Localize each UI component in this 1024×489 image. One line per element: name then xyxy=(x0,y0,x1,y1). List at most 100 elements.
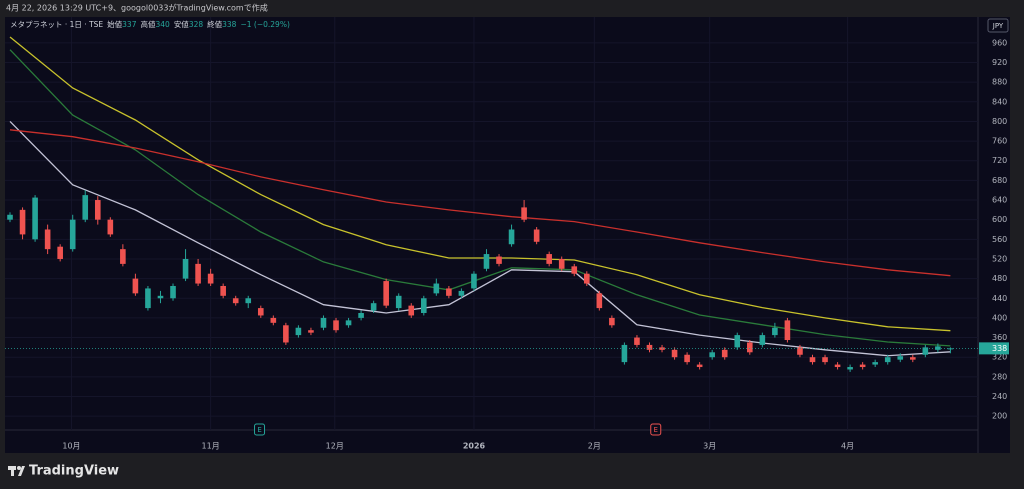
candle-body xyxy=(383,281,389,306)
candle-body xyxy=(32,197,38,240)
candle-body xyxy=(558,258,565,269)
y-tick-label: 840 xyxy=(992,97,1007,106)
candle-body xyxy=(521,207,527,220)
change: −1 (−0.29%) xyxy=(240,20,289,29)
candle-body xyxy=(872,362,878,365)
candle-body xyxy=(471,273,477,289)
plot xyxy=(5,17,978,430)
candle-body xyxy=(458,290,465,296)
candle-body xyxy=(546,254,552,264)
candle-body xyxy=(772,327,778,336)
candle-body xyxy=(145,288,151,309)
candle-body xyxy=(57,246,63,259)
x-tick-label: 2月 xyxy=(588,442,601,451)
candle-body xyxy=(182,258,189,279)
candle-body xyxy=(784,320,791,341)
candle-body xyxy=(370,303,377,311)
candle-body xyxy=(170,285,176,299)
candle-body xyxy=(859,364,866,368)
candle-body xyxy=(132,278,139,294)
candle-body xyxy=(909,357,916,360)
last-price: 338 xyxy=(992,344,1007,353)
candle-body xyxy=(232,298,239,304)
candle-body xyxy=(583,273,590,284)
currency[interactable]: JPY xyxy=(992,22,1004,30)
y-tick-label: 760 xyxy=(992,137,1007,146)
candle-body xyxy=(621,344,628,363)
legend: メタプラネット · 1日 · TSE 始値337 高値340 安値328 終値338 −1… xyxy=(10,19,290,29)
candle-body xyxy=(446,288,452,296)
candle-body xyxy=(195,263,201,284)
candle-body xyxy=(308,330,314,333)
candle-body xyxy=(596,293,603,309)
event-label: E xyxy=(257,426,261,434)
symbol: メタプラネット · 1日 · TSE xyxy=(10,20,103,29)
candle-body xyxy=(120,249,126,264)
candle-body xyxy=(671,349,678,358)
candle-body xyxy=(609,317,615,326)
event-label: E xyxy=(654,426,658,434)
candle-body xyxy=(245,298,252,304)
candle-body xyxy=(358,313,364,318)
candle-body xyxy=(257,308,264,316)
y-tick-label: 640 xyxy=(992,196,1007,205)
candle-body xyxy=(320,317,327,328)
candle-body xyxy=(571,266,578,274)
candle-body xyxy=(947,348,954,350)
candle-body xyxy=(884,357,891,363)
candle-body xyxy=(408,305,415,316)
candle-body xyxy=(709,352,715,358)
candle-body xyxy=(847,367,853,370)
currency-box[interactable] xyxy=(987,18,1009,33)
candle-body xyxy=(345,320,352,326)
brand: TradingView xyxy=(29,464,119,479)
candle-body xyxy=(157,295,164,299)
moving-average xyxy=(9,129,951,277)
candle-body xyxy=(897,356,904,360)
candle-body xyxy=(696,364,703,368)
y-tick-label: 800 xyxy=(992,117,1007,126)
y-tick-label: 240 xyxy=(992,392,1007,401)
candle-body xyxy=(283,325,289,343)
moving-average xyxy=(9,120,951,357)
candle-body xyxy=(395,295,402,309)
candle-body xyxy=(19,209,26,235)
y-tick-label: 920 xyxy=(992,58,1007,67)
x-tick-label: 4月 xyxy=(841,442,854,451)
y-tick-label: 720 xyxy=(992,156,1007,165)
moving-average xyxy=(9,49,951,347)
candle-body xyxy=(797,347,803,355)
x-tick-label: 11月 xyxy=(202,442,220,451)
ohlc-value: 340 xyxy=(155,20,170,29)
y-tick-label: 320 xyxy=(992,353,1007,362)
candle-body xyxy=(809,357,816,363)
candle-body xyxy=(935,346,941,350)
candle-body xyxy=(107,219,114,235)
candle-body xyxy=(734,335,741,348)
x-tick-label: 12月 xyxy=(326,442,344,451)
ohlc-label: 終値 xyxy=(207,19,222,29)
chart-panel xyxy=(5,17,1010,453)
candle-body xyxy=(270,317,277,323)
moving-average xyxy=(9,36,951,332)
x-tick-label: 2026 xyxy=(463,442,486,451)
candle-body xyxy=(684,354,690,363)
candle-body xyxy=(220,285,226,296)
candle-body xyxy=(433,283,440,294)
y-tick-label: 200 xyxy=(992,412,1007,421)
tv-logo xyxy=(8,466,25,476)
caption: 4月 22, 2026 13:29 UTC+9、googol0033がTradi… xyxy=(6,3,268,13)
y-tick-label: 680 xyxy=(992,176,1007,185)
candle-body xyxy=(508,229,515,245)
candle-body xyxy=(759,335,766,345)
candle-body xyxy=(333,320,339,331)
candle-body xyxy=(533,229,540,242)
y-tick-label: 600 xyxy=(992,215,1007,224)
candle-body xyxy=(207,273,214,284)
candle-body xyxy=(69,219,76,250)
candle-body xyxy=(646,344,653,350)
ohlc-value: 337 xyxy=(122,20,137,29)
x-tick-label: 10月 xyxy=(62,442,80,451)
candle-body xyxy=(94,200,101,220)
